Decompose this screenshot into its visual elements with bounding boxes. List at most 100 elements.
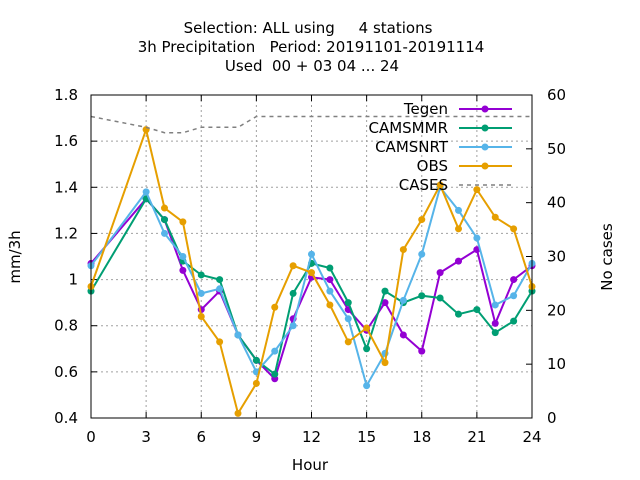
data-point-camsnrt	[197, 289, 205, 297]
y2-tick-label: 40	[547, 194, 566, 212]
legend-marker-tegen	[481, 105, 489, 113]
y2-tick-label: 30	[547, 248, 566, 266]
x-tick-label: 3	[141, 428, 151, 446]
x-tick-label: 0	[86, 428, 96, 446]
y2-tick-label: 0	[547, 409, 557, 427]
data-point-tegen	[418, 347, 426, 355]
data-point-camsmmr	[436, 294, 444, 302]
data-point-camsnrt	[216, 285, 224, 293]
legend-marker-obs	[481, 162, 489, 170]
data-point-obs	[436, 181, 444, 189]
series	[87, 115, 536, 417]
data-point-camsnrt	[418, 250, 426, 258]
y2-tick-label: 50	[547, 140, 566, 158]
x-tick-label: 21	[467, 428, 486, 446]
data-point-camsnrt	[455, 206, 462, 214]
data-point-camsmmr	[510, 317, 518, 325]
data-point-camsnrt	[363, 382, 371, 390]
y2-tick-label: 20	[547, 301, 566, 319]
data-point-camsmmr	[197, 271, 205, 279]
data-point-camsmmr	[363, 345, 371, 353]
data-point-obs	[271, 303, 279, 311]
legend-label-camsnrt: CAMSNRT	[375, 138, 449, 156]
data-point-camsmmr	[216, 276, 224, 284]
plot-frame	[90, 94, 533, 419]
data-point-obs	[363, 324, 371, 332]
data-point-camsmmr	[381, 287, 389, 295]
y2-tick-label: 10	[547, 355, 566, 373]
data-point-obs	[179, 218, 187, 226]
chart-title-line-3: Used 00 + 03 04 ... 24	[225, 57, 399, 75]
x-tick-label: 24	[522, 428, 541, 446]
data-point-camsnrt	[179, 253, 187, 260]
data-point-obs	[197, 312, 205, 320]
y-tick-label: 1.6	[54, 132, 78, 150]
x-tick-label: 6	[196, 428, 206, 446]
legend-label-camsmmr: CAMSMMR	[368, 119, 448, 137]
data-point-tegen	[436, 269, 444, 277]
data-point-camsnrt	[326, 287, 334, 295]
x-tick-label: 18	[412, 428, 431, 446]
data-point-obs	[289, 262, 297, 270]
legend-marker-camsnrt	[481, 143, 489, 151]
data-point-obs	[308, 269, 315, 277]
data-point-camsmmr	[271, 370, 279, 378]
data-point-camsnrt	[142, 188, 150, 196]
y-tick-label: 0.4	[54, 409, 78, 427]
data-point-tegen	[326, 276, 334, 284]
data-point-camsmmr	[491, 329, 499, 337]
data-point-camsmmr	[326, 264, 334, 272]
data-point-camsnrt	[289, 322, 297, 330]
data-point-tegen	[179, 266, 187, 274]
y-axis-label: mm/3h	[6, 230, 24, 283]
data-point-obs	[399, 246, 407, 254]
data-point-obs	[510, 225, 518, 233]
data-point-camsmmr	[161, 216, 168, 224]
data-point-camsnrt	[510, 292, 518, 300]
data-point-tegen	[491, 319, 499, 327]
data-point-obs	[473, 186, 481, 194]
y-tick-label: 1.4	[54, 178, 78, 196]
y-tick-label: 1.2	[54, 224, 78, 242]
data-point-obs	[234, 409, 242, 417]
data-point-camsnrt	[473, 234, 481, 242]
data-point-camsmmr	[252, 356, 260, 364]
legend-label-obs: OBS	[417, 157, 448, 175]
data-point-tegen	[510, 276, 518, 284]
series-line-cases	[90, 115, 532, 134]
y-tick-label: 1	[68, 271, 78, 289]
x-tick-label: 15	[357, 428, 376, 446]
y-tick-label: 0.8	[54, 317, 78, 335]
y-tick-label: 0.6	[54, 363, 78, 381]
data-point-tegen	[455, 257, 462, 265]
data-point-camsnrt	[308, 250, 315, 258]
x-tick-label: 12	[302, 428, 321, 446]
chart-title-line-1: Selection: ALL using 4 stations	[184, 19, 433, 37]
x-tick-label: 9	[252, 428, 262, 446]
data-point-camsnrt	[161, 229, 168, 237]
data-point-tegen	[381, 299, 389, 307]
y2-axis-label: No cases	[598, 223, 616, 291]
data-point-camsmmr	[344, 299, 352, 307]
data-point-obs	[491, 213, 499, 221]
data-point-obs	[252, 379, 260, 387]
data-point-camsnrt	[271, 347, 279, 355]
x-axis-label: Hour	[292, 456, 329, 474]
legend-label-tegen: Tegen	[403, 100, 448, 118]
y-tick-label: 1.8	[54, 86, 78, 104]
axis-ticks: 0 3 6 9 12 15 18 21 24 0.4 0.6 0.8 1 1.2 1.4 1.6 1.8 0 10 2…	[54, 86, 566, 446]
data-point-obs	[455, 225, 462, 233]
data-point-camsmmr	[418, 292, 426, 300]
data-point-camsnrt	[491, 301, 499, 309]
data-point-obs	[381, 359, 389, 367]
data-point-obs	[418, 216, 426, 224]
data-point-camsmmr	[289, 289, 297, 297]
data-point-tegen	[399, 331, 407, 339]
legend-label-cases: CASES	[399, 176, 448, 194]
data-point-camsnrt	[234, 331, 242, 339]
data-point-obs	[326, 301, 334, 309]
data-point-obs	[216, 338, 224, 346]
data-point-obs	[161, 204, 168, 212]
